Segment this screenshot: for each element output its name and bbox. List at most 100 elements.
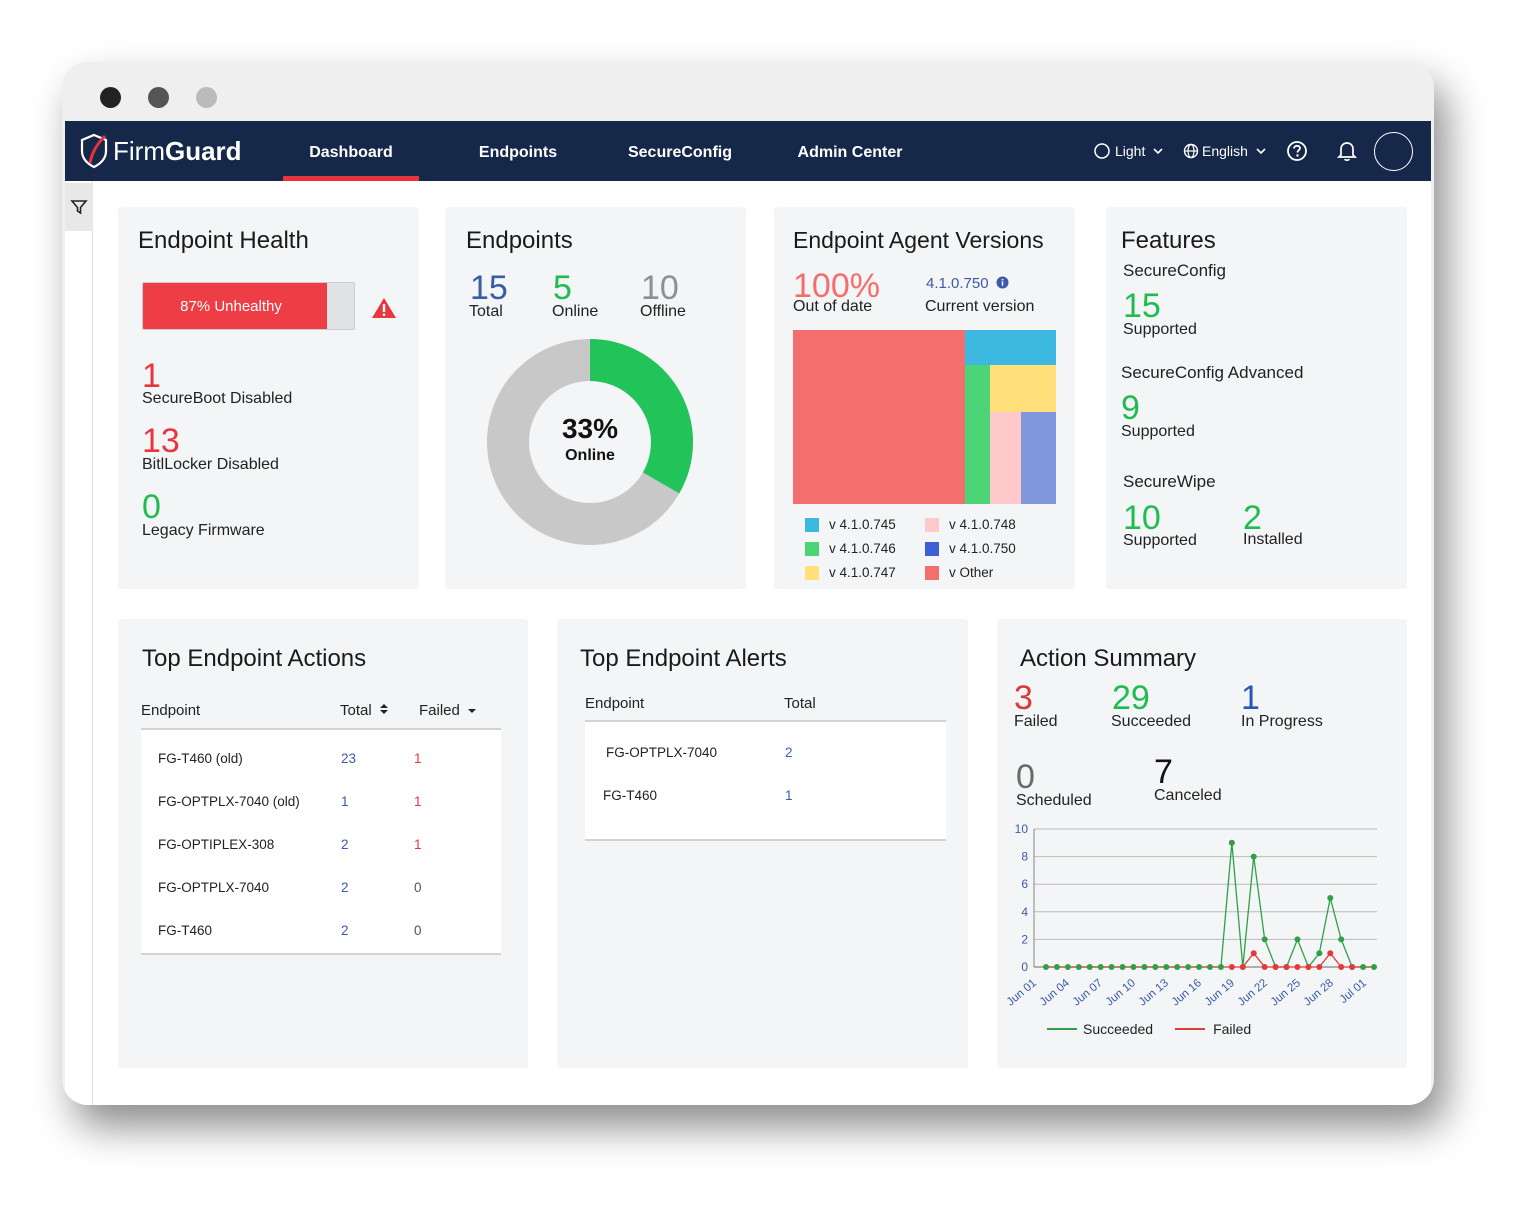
data-point-succeeded[interactable] [1152,964,1159,970]
data-point-succeeded[interactable] [1174,964,1181,970]
feature-secureconfig-count: 15 [1123,287,1161,325]
legend-label-succeeded[interactable]: Succeeded [1083,1021,1154,1037]
top-alerts-card: Top Endpoint Alerts Endpoint Total FG-OP… [557,619,968,1068]
data-point-failed[interactable] [1283,964,1290,970]
firmguard-logo[interactable]: Firm Guard [79,131,242,171]
info-icon[interactable] [996,276,1009,289]
treemap-block-745[interactable] [965,330,1056,365]
data-point-failed[interactable] [1261,964,1268,970]
card-title: Action Summary [1020,645,1197,672]
tab-endpoints[interactable]: Endpoints [478,144,558,161]
legend-label-failed[interactable]: Failed [1213,1021,1252,1037]
y-tick-label: 6 [1021,877,1028,891]
feature-securewipe-supported-count: 10 [1123,499,1161,537]
health-bar-fill [143,283,327,329]
filter-button[interactable] [65,183,93,231]
card-title: Endpoints [466,227,573,254]
language-selector[interactable]: English [1183,121,1268,181]
online-donut-chart [487,339,693,545]
data-point-succeeded[interactable] [1250,853,1257,860]
x-tick-label: Jul 01 [1338,977,1369,1006]
minimize-window-dot[interactable] [148,87,169,108]
data-point-succeeded[interactable] [1130,964,1137,970]
data-point-succeeded[interactable] [1217,964,1224,970]
data-point-succeeded[interactable] [1294,936,1301,943]
theme-selector[interactable]: Light [1093,121,1165,181]
data-point-failed[interactable] [1327,950,1334,957]
row-endpoint[interactable]: FG-T460 [158,923,213,938]
data-point-failed[interactable] [1239,964,1246,970]
data-point-succeeded[interactable] [1163,964,1170,970]
bell-icon [1337,142,1357,161]
tab-admin-center[interactable]: Admin Center [797,144,903,161]
user-avatar[interactable] [1374,121,1413,181]
legend-label[interactable]: v 4.1.0.745 [829,517,896,532]
treemap-block-750[interactable] [1021,412,1056,504]
col-header-endpoint[interactable]: Endpoint [585,695,645,712]
help-button[interactable] [1286,121,1308,181]
data-point-failed[interactable] [1305,964,1312,970]
col-header-total[interactable]: Total [340,702,389,719]
legend-label[interactable]: v Other [949,565,994,580]
legend-swatch [805,518,819,532]
endpoints-total-label: Total [469,303,503,320]
legend-label[interactable]: v 4.1.0.750 [949,541,1016,556]
legend-swatch [925,518,939,532]
data-point-succeeded[interactable] [1086,964,1093,970]
versions-treemap [793,330,1056,504]
tab-secureconfig[interactable]: SecureConfig [627,144,732,161]
row-total: 2 [341,837,349,852]
data-point-succeeded[interactable] [1185,964,1192,970]
legend-label[interactable]: v 4.1.0.747 [829,565,896,580]
y-tick-label: 2 [1021,932,1028,946]
feature-name-secureconfig-advanced: SecureConfig Advanced [1121,363,1304,382]
data-point-failed[interactable] [1228,964,1235,970]
data-point-succeeded[interactable] [1196,964,1203,970]
data-point-failed[interactable] [1316,964,1323,970]
close-window-dot[interactable] [100,87,121,108]
data-point-succeeded[interactable] [1097,964,1104,970]
col-header-total[interactable]: Total [784,695,816,712]
legend-label[interactable]: v 4.1.0.748 [949,517,1016,532]
data-point-failed[interactable] [1338,964,1345,970]
data-point-succeeded[interactable] [1228,839,1235,846]
treemap-block-746[interactable] [965,365,990,504]
treemap-block-747[interactable] [990,365,1056,412]
data-point-failed[interactable] [1349,964,1356,970]
data-point-succeeded[interactable] [1316,950,1323,957]
treemap-block-other[interactable] [793,330,965,504]
data-point-succeeded[interactable] [1108,964,1115,970]
treemap-block-748[interactable] [990,412,1021,504]
data-point-succeeded[interactable] [1360,964,1367,970]
data-point-succeeded[interactable] [1053,964,1060,970]
col-header-failed[interactable]: Failed [419,702,477,719]
endpoints-offline-count: 10 [641,269,679,307]
data-point-succeeded[interactable] [1043,964,1049,970]
data-point-failed[interactable] [1294,964,1301,970]
endpoints-card: Endpoints 15 Total 5 Online 10 Offline 3… [445,207,746,589]
row-endpoint[interactable]: FG-OPTPLX-7040 [606,745,718,760]
data-point-succeeded[interactable] [1119,964,1126,970]
row-endpoint[interactable]: FG-T460 [603,788,658,803]
sort-icon [379,704,388,714]
row-endpoint[interactable]: FG-OPTPLX-7040 (old) [158,794,300,809]
data-point-succeeded[interactable] [1141,964,1148,970]
data-point-failed[interactable] [1250,950,1257,957]
data-point-succeeded[interactable] [1207,964,1213,970]
row-endpoint[interactable]: FG-T460 (old) [158,751,243,766]
help-icon [1287,141,1307,161]
tab-dashboard[interactable]: Dashboard [283,121,419,181]
data-point-succeeded[interactable] [1064,964,1071,970]
col-header-endpoint[interactable]: Endpoint [141,702,201,719]
data-point-succeeded[interactable] [1371,964,1377,970]
data-point-succeeded[interactable] [1327,895,1334,901]
maximize-window-dot[interactable] [196,87,217,108]
notifications-button[interactable] [1337,121,1357,181]
data-point-succeeded[interactable] [1338,936,1345,943]
row-endpoint[interactable]: FG-OPTPLX-7040 [158,880,270,895]
row-endpoint[interactable]: FG-OPTIPLEX-308 [158,837,275,852]
data-point-succeeded[interactable] [1261,936,1268,943]
legend-label[interactable]: v 4.1.0.746 [829,541,896,556]
data-point-failed[interactable] [1272,964,1279,970]
data-point-succeeded[interactable] [1075,964,1082,970]
